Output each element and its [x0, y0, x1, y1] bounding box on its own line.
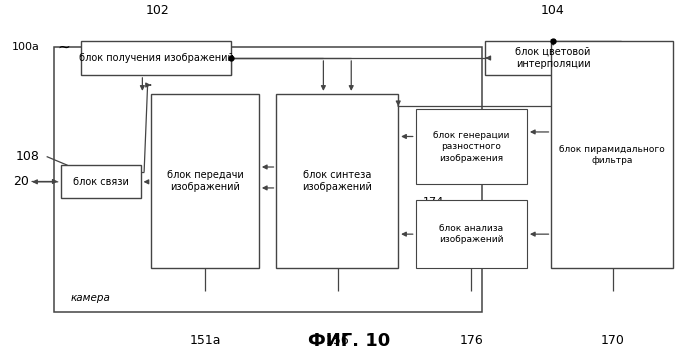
Text: 170: 170 — [600, 334, 625, 348]
FancyBboxPatch shape — [485, 42, 621, 75]
FancyBboxPatch shape — [61, 165, 140, 198]
Text: 100a: 100a — [12, 42, 40, 52]
FancyBboxPatch shape — [151, 94, 259, 268]
FancyBboxPatch shape — [416, 109, 527, 185]
FancyBboxPatch shape — [416, 200, 527, 268]
Text: блок анализа
изображений: блок анализа изображений — [439, 224, 503, 244]
Text: 102: 102 — [146, 4, 170, 17]
Text: 176: 176 — [459, 334, 483, 348]
Text: 151a: 151a — [189, 334, 221, 348]
Text: 108: 108 — [16, 150, 40, 163]
Text: 104: 104 — [541, 4, 565, 17]
FancyBboxPatch shape — [276, 94, 398, 268]
Text: блок цветовой
интерполяции: блок цветовой интерполяции — [515, 47, 591, 69]
Text: блок передачи
изображений: блок передачи изображений — [166, 170, 243, 192]
Text: 20: 20 — [13, 175, 29, 188]
Text: 174: 174 — [423, 197, 444, 207]
Text: камера: камера — [71, 293, 111, 303]
Text: 156: 156 — [326, 334, 350, 348]
Text: блок получения изображений: блок получения изображений — [79, 53, 233, 63]
Text: блок синтеза
изображений: блок синтеза изображений — [303, 170, 373, 192]
Text: ФИГ. 10: ФИГ. 10 — [308, 332, 391, 350]
FancyBboxPatch shape — [54, 47, 482, 312]
Text: блок генерации
разностного
изображения: блок генерации разностного изображения — [433, 131, 510, 163]
Text: ~: ~ — [57, 39, 70, 54]
FancyBboxPatch shape — [552, 42, 673, 268]
Text: блок пирамидального
фильтра: блок пирамидального фильтра — [559, 145, 665, 165]
Text: блок связи: блок связи — [73, 177, 129, 187]
FancyBboxPatch shape — [82, 42, 231, 75]
